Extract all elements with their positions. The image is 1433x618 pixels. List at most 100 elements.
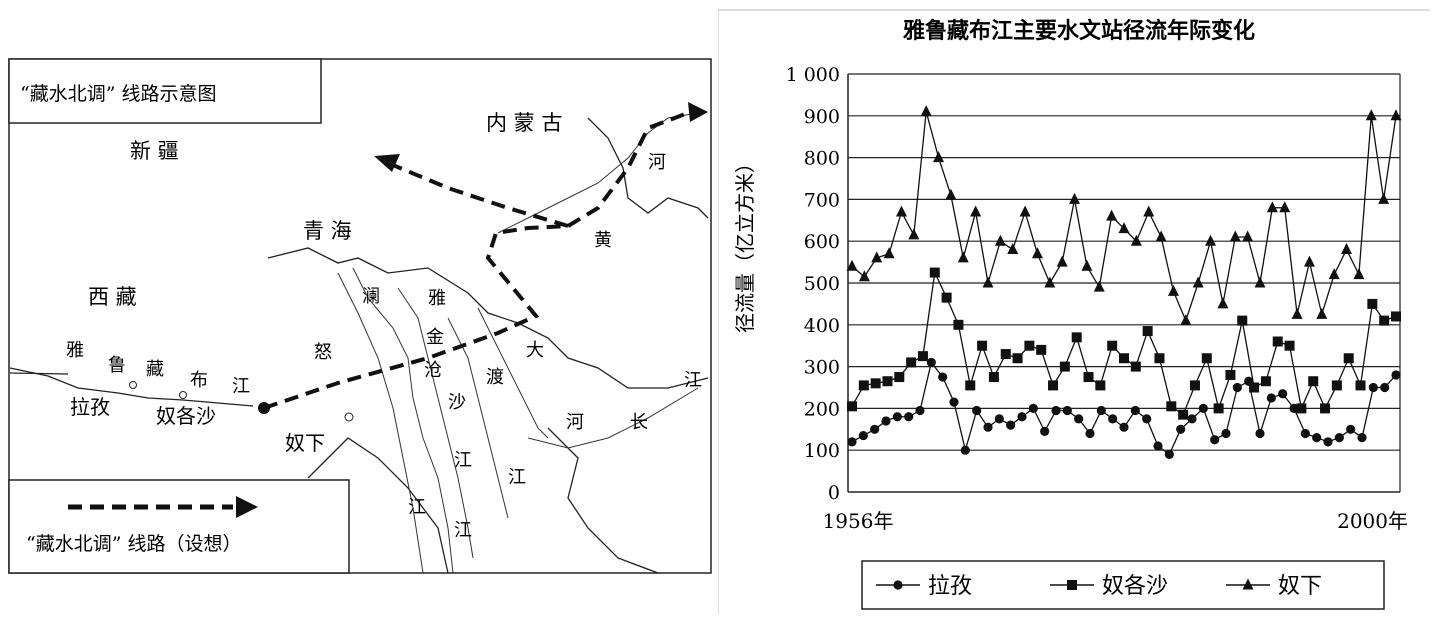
y-tick-label: 500 <box>804 273 840 295</box>
data-point <box>1201 353 1212 364</box>
yarlung-char-3: 藏 <box>146 359 164 380</box>
data-point <box>1331 380 1342 391</box>
data-point <box>941 292 952 303</box>
data-point <box>1007 243 1019 255</box>
data-point <box>1205 234 1217 246</box>
data-point <box>1074 414 1084 424</box>
map-title: “藏水北调” 线路示意图 <box>20 83 216 105</box>
route-map: “藏水北调” 线路示意图 <box>8 58 712 574</box>
y-tick-label: 0 <box>828 482 840 504</box>
data-point <box>1006 420 1016 430</box>
data-point <box>1390 109 1402 121</box>
data-point <box>1167 284 1179 296</box>
data-point <box>1289 403 1299 413</box>
legend-marker <box>893 580 903 590</box>
data-point <box>1225 369 1236 380</box>
data-point <box>994 234 1006 246</box>
station-dot-b <box>179 391 187 399</box>
data-point <box>1260 376 1271 387</box>
data-point <box>892 412 902 422</box>
data-point <box>1044 276 1056 288</box>
legend-arrowhead <box>236 496 258 518</box>
data-point <box>1323 437 1333 447</box>
data-point <box>977 340 988 351</box>
data-point <box>1316 307 1328 319</box>
y-tick-label: 300 <box>804 357 840 379</box>
yarlung-char-5: 江 <box>232 376 250 397</box>
station-label-nugesha: 奴各沙 <box>156 404 216 428</box>
series-line <box>851 111 1397 323</box>
data-point <box>1379 315 1390 326</box>
data-point <box>1036 344 1047 355</box>
data-point <box>1266 393 1276 403</box>
data-point <box>1254 276 1266 288</box>
data-point <box>1380 382 1390 393</box>
nu-char-1: 怒 <box>314 342 332 363</box>
data-point <box>1096 405 1106 416</box>
y-tick-label: 600 <box>804 231 840 253</box>
route-arrowheads <box>374 102 708 172</box>
legend-marker <box>1242 578 1254 590</box>
y-tick-label: 1 000 <box>786 64 840 86</box>
data-point <box>1142 326 1153 337</box>
data-point <box>1279 201 1291 213</box>
map-legend-box <box>8 479 350 574</box>
lancang-char-3: 江 <box>454 450 472 471</box>
data-point <box>1155 230 1167 242</box>
data-point <box>1391 370 1401 380</box>
data-point <box>1198 403 1208 413</box>
data-point <box>1048 380 1059 391</box>
data-point <box>895 205 907 217</box>
data-point <box>1107 340 1118 351</box>
data-point <box>1062 405 1072 416</box>
x-tick-label-end: 2000年 <box>1337 509 1408 533</box>
data-point <box>965 380 976 391</box>
series-3 <box>846 105 1402 326</box>
data-point <box>1367 298 1378 309</box>
data-point <box>988 372 999 383</box>
data-point <box>926 357 936 368</box>
data-point <box>1355 380 1366 391</box>
data-point <box>1291 307 1303 319</box>
yellow-char-2: 河 <box>648 152 666 173</box>
data-point <box>882 376 893 387</box>
data-point <box>858 430 868 441</box>
data-point <box>953 319 964 330</box>
data-point <box>1143 205 1155 217</box>
y-tick-label: 700 <box>804 189 840 211</box>
data-point <box>1346 424 1356 434</box>
data-point <box>1334 433 1344 443</box>
data-point <box>1221 428 1231 439</box>
data-point <box>1164 449 1174 459</box>
data-point <box>1343 353 1354 364</box>
data-point <box>1031 247 1043 259</box>
data-point <box>1108 414 1118 424</box>
data-point <box>1012 353 1023 364</box>
data-point <box>1272 336 1283 347</box>
data-point <box>1255 428 1265 439</box>
data-point <box>1000 349 1011 360</box>
yellow-char-1: 黄 <box>594 230 612 251</box>
series-line <box>851 270 1397 416</box>
data-point <box>1368 382 1378 393</box>
data-point <box>945 188 957 200</box>
y-axis-label: 径流量（亿立方米） <box>733 153 757 333</box>
data-point <box>982 276 994 288</box>
data-point <box>1069 192 1081 204</box>
data-point <box>938 372 948 382</box>
data-point <box>1278 389 1288 399</box>
data-point <box>1303 255 1315 267</box>
runoff-chart: 雅鲁藏布江主要水文站径流年际变化 径流量（亿立方米） 0 100 200 300 400… <box>717 8 1430 614</box>
data-point <box>1059 361 1070 372</box>
data-point <box>1365 109 1377 121</box>
data-point <box>1056 255 1068 267</box>
data-point <box>1130 405 1140 416</box>
data-point <box>1328 268 1340 280</box>
data-point <box>894 372 905 383</box>
chart-canvas: 雅鲁藏布江主要水文站径流年际变化 径流量（亿立方米） 0 100 200 300 400… <box>717 9 1430 614</box>
data-point <box>972 405 982 416</box>
data-point <box>1118 222 1130 234</box>
data-point <box>858 380 869 391</box>
region-xinjiang: 新 疆 <box>130 139 179 163</box>
diversion-route <box>263 111 689 410</box>
